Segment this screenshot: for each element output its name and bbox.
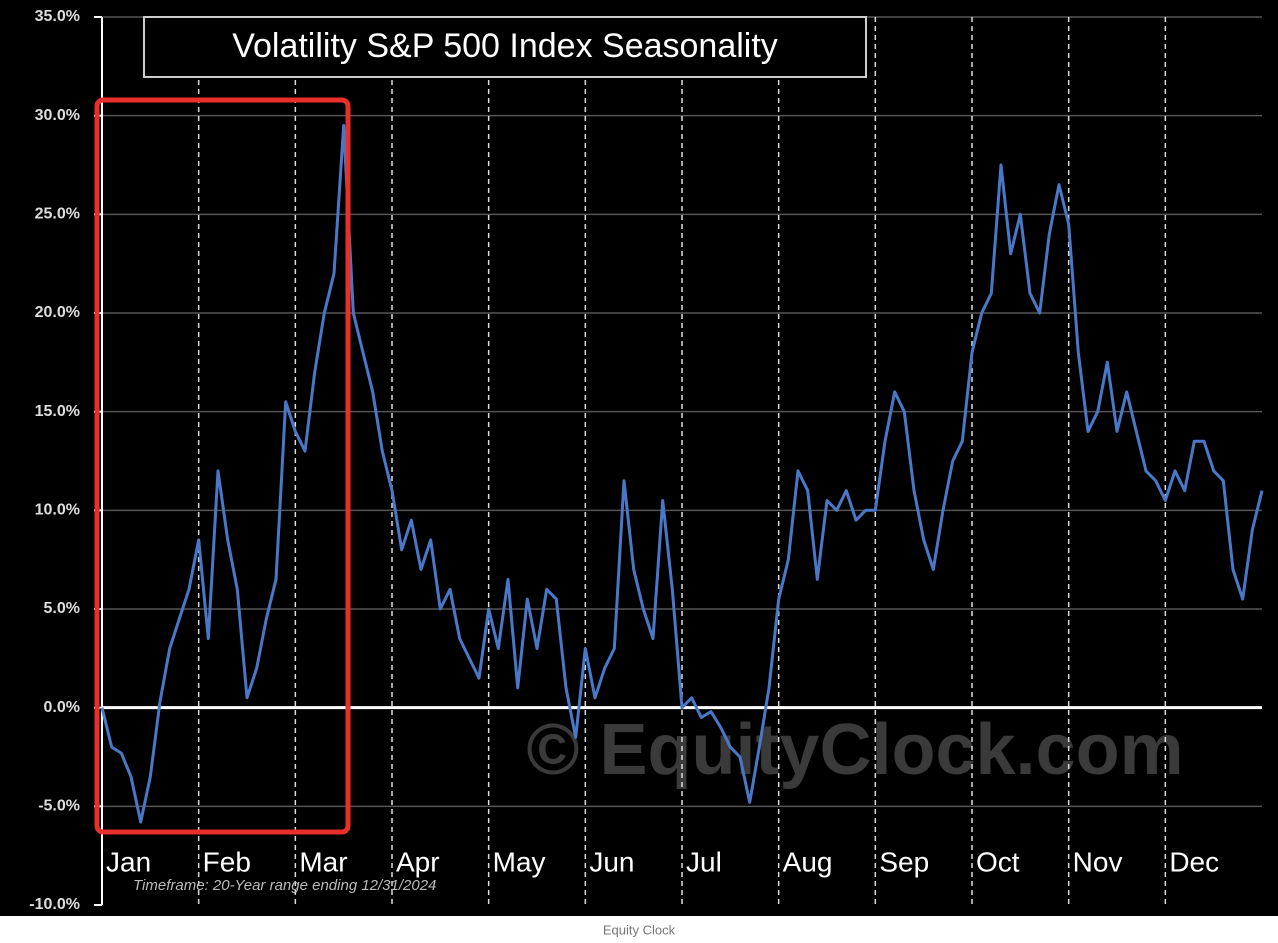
highlight-box xyxy=(94,97,351,835)
chart-background xyxy=(0,0,1278,916)
x-tick-label: Jun xyxy=(589,846,634,877)
y-tick-label: 20.0% xyxy=(35,304,80,321)
title-box xyxy=(143,16,867,78)
y-tick-label: 35.0% xyxy=(35,8,80,25)
y-tick-label: 30.0% xyxy=(35,107,80,124)
y-tick-label: -10.0% xyxy=(29,896,80,913)
y-tick-label: 10.0% xyxy=(35,502,80,519)
watermark: © EquityClock.com xyxy=(526,710,1183,790)
x-tick-label: Apr xyxy=(396,846,440,877)
timeframe-note: Timeframe: 20-Year range ending 12/31/20… xyxy=(133,877,436,894)
y-tick-label: 25.0% xyxy=(35,206,80,223)
x-tick-label: May xyxy=(493,846,546,877)
series-line xyxy=(100,124,1264,824)
y-tick-label: 0.0% xyxy=(44,699,80,716)
x-tick-label: Oct xyxy=(976,846,1020,877)
x-tick-label: Jul xyxy=(686,846,722,877)
x-tick-label: Mar xyxy=(299,846,347,877)
x-tick-label: Aug xyxy=(783,846,833,877)
y-tick-label: -5.0% xyxy=(38,798,80,815)
x-tick-label: Jan xyxy=(106,846,151,877)
y-tick-label: 15.0% xyxy=(35,403,80,420)
source: Equity Clock xyxy=(603,922,676,937)
x-tick-label: Feb xyxy=(203,846,251,877)
y-tick-label: 5.0% xyxy=(44,600,80,617)
x-tick-label: Dec xyxy=(1169,846,1219,877)
x-tick-label: Sep xyxy=(879,846,929,877)
x-tick-label: Nov xyxy=(1073,846,1123,877)
chart-title: Volatility S&P 500 Index Seasonality xyxy=(232,27,778,65)
